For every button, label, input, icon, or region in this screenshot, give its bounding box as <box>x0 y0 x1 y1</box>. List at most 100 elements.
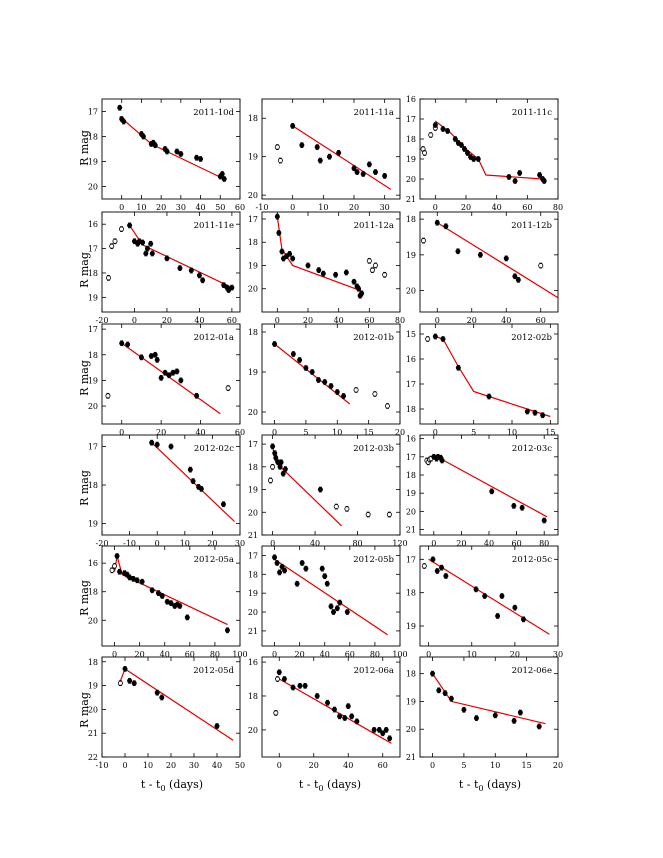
filled-data-point <box>214 723 220 729</box>
filled-data-point <box>154 442 160 448</box>
filled-data-point <box>541 517 547 523</box>
panel-title: 2012-03c <box>512 444 552 454</box>
xlabel-units: (days) <box>166 778 204 791</box>
y-tick-label: 15 <box>406 330 416 339</box>
y-tick-label: 17 <box>248 440 258 449</box>
filled-data-point <box>290 256 296 262</box>
filled-data-point <box>382 173 388 179</box>
open-data-point <box>109 243 115 249</box>
filled-data-point <box>294 581 300 587</box>
xlabel-subscript: 0 <box>318 784 323 793</box>
filled-data-point <box>316 267 322 273</box>
model-fit-line <box>119 116 225 180</box>
x-tick-label: 80 <box>352 539 362 548</box>
x-tick-label: 60 <box>512 539 522 548</box>
xlabel-subscript: 0 <box>160 784 165 793</box>
x-tick-label: 20 <box>303 316 313 325</box>
open-data-point <box>333 504 339 510</box>
x-tick-label: 20 <box>349 203 359 212</box>
filled-data-point <box>512 273 518 279</box>
filled-data-point <box>540 412 546 418</box>
x-tick-label: 50 <box>235 761 245 770</box>
x-tick-label: 20 <box>456 539 466 548</box>
panel-frame <box>261 323 401 425</box>
filled-data-point <box>337 600 343 606</box>
filled-data-point <box>503 255 509 261</box>
filled-data-point <box>448 696 454 702</box>
y-tick-label: 20 <box>406 287 416 296</box>
x-tick-label: 40 <box>334 316 344 325</box>
x-tick-label: 20 <box>207 539 217 548</box>
panel-title: 2012-02c <box>194 444 234 454</box>
panel-title: 2012-05c <box>512 555 552 565</box>
open-data-point <box>372 391 378 397</box>
filled-data-point <box>360 171 366 177</box>
filled-data-point <box>461 707 467 713</box>
x-tick-label: 20 <box>309 761 319 770</box>
filled-data-point <box>177 265 183 271</box>
filled-data-point <box>317 487 323 493</box>
open-data-point <box>428 132 434 138</box>
filled-data-point <box>297 683 303 689</box>
x-tick-label: 5 <box>303 428 308 437</box>
x-tick-label: 40 <box>195 428 205 437</box>
open-data-point <box>384 403 390 409</box>
filled-data-point <box>512 178 518 184</box>
y-tick-label: 17 <box>88 325 98 334</box>
open-data-point <box>369 267 375 273</box>
panel-frame <box>261 434 401 536</box>
filled-data-point <box>272 341 278 347</box>
y-tick-label: 17 <box>248 215 258 224</box>
panel-frame <box>261 98 401 200</box>
ylabel-row-6: R mag <box>78 692 91 728</box>
filled-data-point <box>280 471 286 477</box>
x-tick-label: 60 <box>235 428 245 437</box>
panel-frame <box>419 211 559 313</box>
filled-data-point <box>371 727 377 733</box>
filled-data-point <box>322 379 328 385</box>
x-tick-label: 40 <box>320 650 330 659</box>
panel-2011-12b: 0 20 40 60 18 19 20 2011-12b <box>406 211 559 325</box>
filled-data-point <box>178 151 184 157</box>
filled-data-point <box>356 286 362 292</box>
filled-data-point <box>443 573 449 579</box>
panel-2012-03c: 0 20 40 60 80 16 17 18 19 20 21 2012-03c <box>406 434 559 548</box>
filled-data-point <box>326 154 332 160</box>
x-tick-label: 30 <box>553 650 563 659</box>
x-tick-label: -20 <box>96 316 109 325</box>
filled-data-point <box>299 142 305 148</box>
filled-data-point <box>220 501 226 507</box>
filled-data-point <box>121 119 127 125</box>
filled-data-point <box>434 568 440 574</box>
filled-data-point <box>290 351 296 357</box>
y-tick-label: 18 <box>88 269 98 278</box>
filled-data-point <box>445 128 451 134</box>
panel-title: 2012-05d <box>193 666 234 676</box>
x-tick-label: 0 <box>272 428 277 437</box>
filled-data-point <box>194 393 200 399</box>
y-tick-label: 19 <box>88 293 98 302</box>
filled-data-point <box>174 368 180 374</box>
y-tick-label: 18 <box>88 133 98 142</box>
panel-title: 2011-10d <box>193 108 234 118</box>
x-tick-label: 80 <box>370 650 380 659</box>
open-data-point <box>365 512 371 518</box>
y-tick-label: 20 <box>88 705 98 714</box>
filled-data-point <box>517 710 523 716</box>
filled-data-point <box>277 569 283 575</box>
panel-frame <box>261 656 401 758</box>
y-tick-label: 20 <box>248 408 258 417</box>
filled-data-point <box>200 277 206 283</box>
x-tick-label: 60 <box>522 203 532 212</box>
x-tick-label: 0 <box>433 203 438 212</box>
filled-data-point <box>117 569 123 575</box>
filled-data-point <box>303 365 309 371</box>
filled-data-point <box>119 340 125 346</box>
y-tick-label: 17 <box>406 380 416 389</box>
y-tick-label: 18 <box>248 570 258 579</box>
x-tick-label: 100 <box>232 650 247 659</box>
y-tick-label: 16 <box>406 355 416 364</box>
filled-data-point <box>314 693 320 699</box>
open-data-point <box>109 567 115 573</box>
filled-data-point <box>489 488 495 494</box>
